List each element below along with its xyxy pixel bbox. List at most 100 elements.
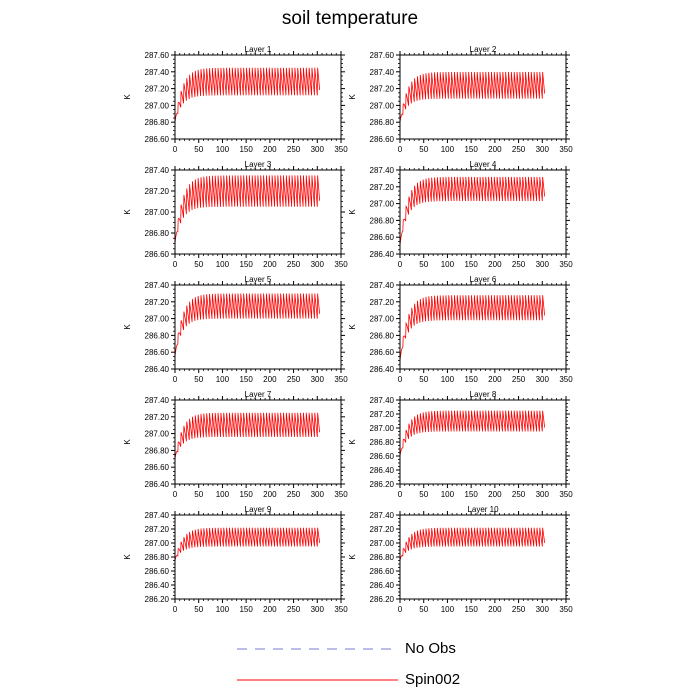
x-tick-label: 50 (194, 375, 203, 384)
x-tick-label: 150 (464, 375, 478, 384)
panel-layer-2: Layer 2 K 0 50 100 150 200 250 300 350 286.60 286.8… (348, 45, 573, 154)
y-tick-label: 287.20 (370, 298, 395, 307)
panel-layer-6: Layer 6 K 0 50 100 150 200 250 300 350 286.40 286.6… (348, 275, 573, 384)
panel-title: Layer 3 (245, 160, 272, 169)
x-tick-label: 150 (239, 375, 253, 384)
panel-layer-4: Layer 4 K 0 50 100 150 200 250 300 350 286.40 286.6… (348, 160, 573, 269)
x-tick-label: 300 (536, 490, 550, 499)
y-tick-label: 286.80 (145, 229, 170, 238)
x-tick-label: 100 (441, 490, 455, 499)
y-tick-label: 287.40 (370, 281, 395, 290)
y-tick-label: 287.40 (370, 396, 395, 405)
series-line-spin002 (174, 527, 321, 561)
x-tick-label: 350 (559, 605, 573, 614)
y-tick-label: 286.40 (145, 480, 170, 489)
y-axis-label: K (123, 209, 132, 215)
series-line-spin002 (174, 175, 321, 244)
x-tick-label: 300 (311, 375, 325, 384)
y-tick-label: 287.00 (370, 315, 395, 324)
y-tick-label: 286.40 (370, 581, 395, 590)
x-tick-label: 150 (464, 145, 478, 154)
y-tick-label: 287.40 (370, 68, 395, 77)
panel-title: Layer 6 (470, 275, 497, 284)
y-tick-label: 287.60 (145, 51, 170, 60)
x-tick-label: 200 (263, 375, 277, 384)
x-tick-label: 200 (488, 490, 502, 499)
series-line-spin002 (399, 176, 546, 246)
y-tick-label: 286.80 (145, 553, 170, 562)
x-tick-label: 0 (398, 260, 403, 269)
y-tick-label: 286.20 (370, 595, 395, 604)
panel-title: Layer 8 (470, 390, 497, 399)
x-tick-label: 0 (398, 605, 403, 614)
x-tick-label: 100 (216, 260, 230, 269)
y-tick-label: 286.80 (370, 438, 395, 447)
y-tick-label: 286.60 (370, 567, 395, 576)
x-tick-label: 200 (488, 260, 502, 269)
y-tick-label: 286.80 (145, 331, 170, 340)
series-line-spin002 (399, 71, 546, 123)
x-tick-label: 300 (536, 260, 550, 269)
x-tick-label: 350 (559, 490, 573, 499)
y-tick-label: 286.40 (145, 581, 170, 590)
y-tick-label: 287.20 (145, 187, 170, 196)
x-tick-label: 350 (559, 260, 573, 269)
y-tick-label: 287.40 (145, 396, 170, 405)
x-tick-label: 300 (536, 145, 550, 154)
x-tick-label: 100 (441, 605, 455, 614)
y-axis-label: K (123, 554, 132, 560)
y-tick-label: 286.60 (145, 567, 170, 576)
x-tick-label: 200 (263, 490, 277, 499)
x-tick-label: 150 (239, 605, 253, 614)
x-tick-label: 350 (334, 145, 348, 154)
y-tick-label: 286.60 (370, 348, 395, 357)
y-tick-label: 286.60 (370, 233, 395, 242)
x-tick-label: 250 (287, 605, 301, 614)
panel-layer-9: Layer 9 K 0 50 100 150 200 250 300 350 286.20 286.4… (123, 505, 348, 614)
y-axis-label: K (348, 209, 357, 215)
legend-label-no-obs: No Obs (405, 640, 456, 657)
y-tick-label: 287.20 (145, 525, 170, 534)
y-axis-label: K (123, 94, 132, 100)
y-tick-label: 286.20 (370, 480, 395, 489)
y-tick-label: 287.20 (370, 410, 395, 419)
x-tick-label: 300 (536, 375, 550, 384)
series-line-spin002 (399, 410, 546, 457)
y-tick-label: 287.00 (370, 539, 395, 548)
x-tick-label: 300 (536, 605, 550, 614)
y-tick-label: 286.80 (370, 118, 395, 127)
x-tick-label: 0 (398, 375, 403, 384)
plot-frame (174, 514, 342, 600)
y-axis-label: K (348, 324, 357, 330)
panel-layer-3: Layer 3 K 0 50 100 150 200 250 300 350 286.60 286.8… (123, 160, 348, 269)
series-line-spin002 (174, 412, 321, 459)
x-tick-label: 350 (334, 605, 348, 614)
x-tick-label: 150 (239, 145, 253, 154)
x-tick-label: 150 (239, 490, 253, 499)
legend-label-spin002: Spin002 (405, 671, 461, 688)
x-tick-label: 350 (559, 375, 573, 384)
x-tick-label: 100 (441, 260, 455, 269)
series-line-spin002 (399, 527, 546, 561)
x-tick-label: 200 (263, 260, 277, 269)
x-tick-label: 200 (488, 375, 502, 384)
x-tick-label: 0 (173, 490, 178, 499)
panel-title: Layer 2 (470, 45, 497, 54)
x-tick-label: 100 (216, 145, 230, 154)
panel-title: Layer 5 (245, 275, 272, 284)
x-tick-label: 50 (419, 260, 428, 269)
x-tick-label: 100 (216, 605, 230, 614)
y-axis-label: K (348, 94, 357, 100)
x-tick-label: 300 (311, 145, 325, 154)
x-tick-label: 200 (263, 605, 277, 614)
y-tick-label: 286.20 (145, 595, 170, 604)
y-tick-label: 287.20 (145, 85, 170, 94)
y-tick-label: 286.60 (145, 463, 170, 472)
x-tick-label: 350 (334, 375, 348, 384)
y-tick-label: 287.20 (370, 85, 395, 94)
x-tick-label: 250 (512, 375, 526, 384)
y-tick-label: 287.00 (145, 208, 170, 217)
y-tick-label: 287.00 (145, 101, 170, 110)
panel-layer-10: Layer 10 K 0 50 100 150 200 250 300 350 286.20 286.… (348, 505, 573, 614)
